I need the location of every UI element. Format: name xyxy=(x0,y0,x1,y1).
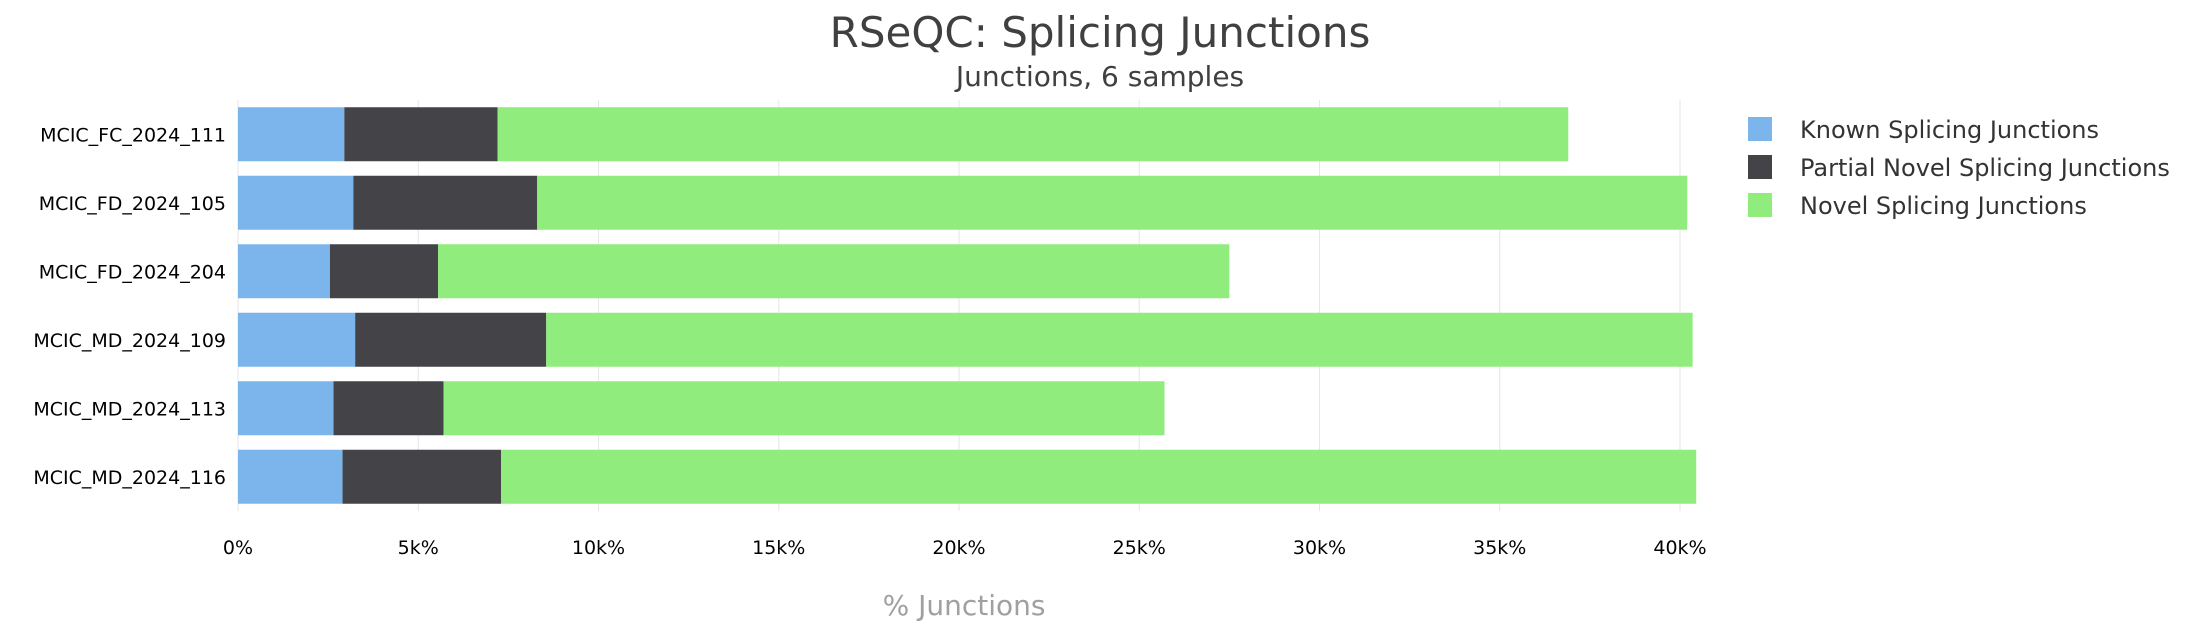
bar-segment xyxy=(238,312,356,367)
legend-label: Novel Splicing Junctions xyxy=(1800,192,2087,220)
category-label: MCIC_FD_2024_204 xyxy=(39,261,226,283)
category-label: MCIC_FD_2024_105 xyxy=(39,193,226,215)
chart-subtitle: Junctions, 6 samples xyxy=(955,60,1245,93)
legend-item: Novel Splicing Junctions xyxy=(1748,192,2087,220)
x-tick-label: 35k% xyxy=(1473,537,1526,559)
bar-segment xyxy=(329,244,439,299)
bar-segment xyxy=(342,449,502,504)
bar-segment xyxy=(355,312,547,367)
bar-segment xyxy=(333,381,444,436)
category-labels: MCIC_FC_2024_111 MCIC_FD_2024_105 MCIC_FD_… xyxy=(33,124,226,489)
legend-item: Partial Novel Splicing Junctions xyxy=(1748,154,2170,182)
category-label: MCIC_MD_2024_109 xyxy=(33,330,226,352)
bar-segment xyxy=(443,381,1165,436)
bar-segment xyxy=(238,244,330,299)
x-tick-label: 15k% xyxy=(752,537,805,559)
bar-segment xyxy=(238,175,354,230)
category-label: MCIC_MD_2024_113 xyxy=(33,398,226,420)
bar-segment xyxy=(344,107,498,162)
bar-segment xyxy=(438,244,1230,299)
bar-segment xyxy=(238,449,343,504)
category-label: MCIC_MD_2024_116 xyxy=(33,467,226,489)
gridlines xyxy=(237,100,1681,511)
legend-swatch xyxy=(1748,155,1772,179)
x-tick-label: 40k% xyxy=(1653,537,1706,559)
x-tick-label: 25k% xyxy=(1113,537,1166,559)
legend-swatch xyxy=(1748,117,1772,141)
x-tick-label: 20k% xyxy=(932,537,985,559)
x-axis-title: % Junctions xyxy=(883,589,1046,622)
bar-segment xyxy=(353,175,538,230)
x-tick-label: 5k% xyxy=(398,537,439,559)
chart-title: RSeQC: Splicing Junctions xyxy=(829,8,1371,57)
bar-segment xyxy=(238,107,345,162)
bar-segment xyxy=(537,175,1688,230)
legend-item: Known Splicing Junctions xyxy=(1748,116,2099,144)
x-tick-label: 30k% xyxy=(1293,537,1346,559)
x-tick-label: 10k% xyxy=(572,537,625,559)
category-label: MCIC_FC_2024_111 xyxy=(40,124,226,146)
bar-segment xyxy=(501,449,1697,504)
bar-segment xyxy=(546,312,1693,367)
x-tick-labels: 0% 5k% 10k% 15k% 20k% 25k% 30k% 35k% 40k% xyxy=(223,537,1707,559)
x-tick-label: 0% xyxy=(223,537,253,559)
legend-label: Known Splicing Junctions xyxy=(1800,116,2099,144)
legend-label: Partial Novel Splicing Junctions xyxy=(1800,154,2170,182)
bar-segment xyxy=(238,381,334,436)
bar-segment xyxy=(497,107,1569,162)
legend: Known Splicing Junctions Partial Novel Sp… xyxy=(1748,116,2170,220)
bars xyxy=(238,107,1697,504)
legend-swatch xyxy=(1748,193,1772,217)
